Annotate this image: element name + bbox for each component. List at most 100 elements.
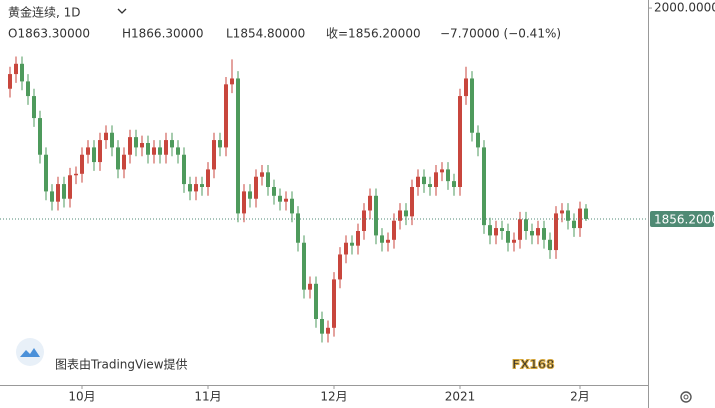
candle-body <box>242 191 246 214</box>
candle-body <box>206 169 210 187</box>
candle-body <box>416 176 420 187</box>
candle-body <box>98 140 102 163</box>
candle-body <box>62 184 66 199</box>
candle-body <box>86 147 90 155</box>
candle-body <box>518 219 522 240</box>
candle-body <box>104 132 108 141</box>
candle-body <box>260 172 264 177</box>
candle-body <box>494 228 498 236</box>
candle-body <box>278 195 282 202</box>
tradingview-icon <box>16 338 44 366</box>
candle-body <box>458 96 462 187</box>
candle-body <box>554 213 558 251</box>
y-tick-label: 2000.00000 <box>654 1 715 15</box>
x-tick-label: 10月 <box>68 390 95 404</box>
candle-body <box>320 319 324 334</box>
candle-body <box>404 210 408 217</box>
candle-body <box>374 195 378 236</box>
candle-body <box>110 132 114 148</box>
candle-body <box>230 78 234 85</box>
candle-body <box>542 228 546 240</box>
candle-body <box>296 213 300 243</box>
candle-body <box>80 154 84 174</box>
candle-body <box>398 210 402 221</box>
candle-body <box>422 176 426 185</box>
candle-body <box>356 231 360 246</box>
candle-body <box>158 147 162 155</box>
plot-area <box>8 56 588 343</box>
candle-body <box>488 225 492 236</box>
candle-body <box>380 235 384 243</box>
candle-body <box>584 208 588 219</box>
candle-body <box>452 181 456 187</box>
candle-body <box>332 279 336 328</box>
candle-body <box>536 228 540 236</box>
candle-body <box>56 184 60 202</box>
candle-body <box>464 78 468 97</box>
candle-body <box>194 184 198 192</box>
candle-body <box>362 210 366 231</box>
candle-body <box>92 147 96 163</box>
x-tick-label: 11月 <box>194 390 221 404</box>
candle-body <box>74 173 78 176</box>
candle-body <box>482 147 486 226</box>
header-bg <box>3 2 127 24</box>
candle-body <box>368 195 372 211</box>
candle-body <box>50 191 54 202</box>
watermark: 图表由TradingView提供 <box>55 357 188 372</box>
candle-body <box>14 63 18 75</box>
symbol-dropdown[interactable] <box>117 8 127 14</box>
candle-body <box>350 242 354 246</box>
candle-body <box>170 140 174 148</box>
candle-body <box>140 143 144 148</box>
candle-body <box>338 254 342 280</box>
candle-body <box>392 220 396 240</box>
candle-body <box>122 154 126 170</box>
candle-body <box>224 84 228 148</box>
settings-icon[interactable] <box>680 391 692 403</box>
candle-body <box>524 219 528 231</box>
candle-body <box>164 140 168 155</box>
symbol-title[interactable]: 黄金连续, 1D <box>8 5 81 20</box>
candle-body <box>548 239 552 251</box>
candle-body <box>8 74 12 89</box>
candle-body <box>266 172 270 187</box>
candle-body <box>116 147 120 170</box>
candle-body <box>152 147 156 155</box>
candle-body <box>212 140 216 170</box>
ohlc-change: −7.70000 (−0.41%) <box>440 27 561 41</box>
last-price-box <box>650 210 714 227</box>
ohlc-low: L1854.80000 <box>226 27 305 41</box>
ohlc-close: 收=1856.20000 <box>326 27 421 41</box>
logo: FX168 <box>512 358 555 372</box>
candle-body <box>20 63 24 82</box>
candle-body <box>188 184 192 192</box>
candle-body <box>470 78 474 133</box>
candle-body <box>434 172 438 187</box>
x-tick-label: 2月 <box>570 390 590 404</box>
candle-body <box>410 187 414 217</box>
candle-body <box>572 220 576 229</box>
candle-body <box>446 169 450 182</box>
candle-body <box>236 78 240 214</box>
candle-body <box>566 210 570 221</box>
candle-body <box>134 137 138 148</box>
candle-body <box>440 169 444 173</box>
candle-body <box>290 198 294 214</box>
ohlc-open: O1863.30000 <box>8 27 90 41</box>
candle-body <box>182 154 186 185</box>
ohlc-high: H1866.30000 <box>122 27 204 41</box>
candle-body <box>314 283 318 319</box>
x-tick-label: 2021 <box>445 390 476 404</box>
candle-body <box>530 231 534 236</box>
candle-body <box>32 96 36 119</box>
candle-body <box>326 327 330 334</box>
candle-body <box>44 154 48 192</box>
candle-body <box>512 239 516 243</box>
candle-body <box>476 132 480 148</box>
candle-body <box>578 208 582 229</box>
candle-body <box>176 147 180 155</box>
candle-body <box>302 242 306 290</box>
